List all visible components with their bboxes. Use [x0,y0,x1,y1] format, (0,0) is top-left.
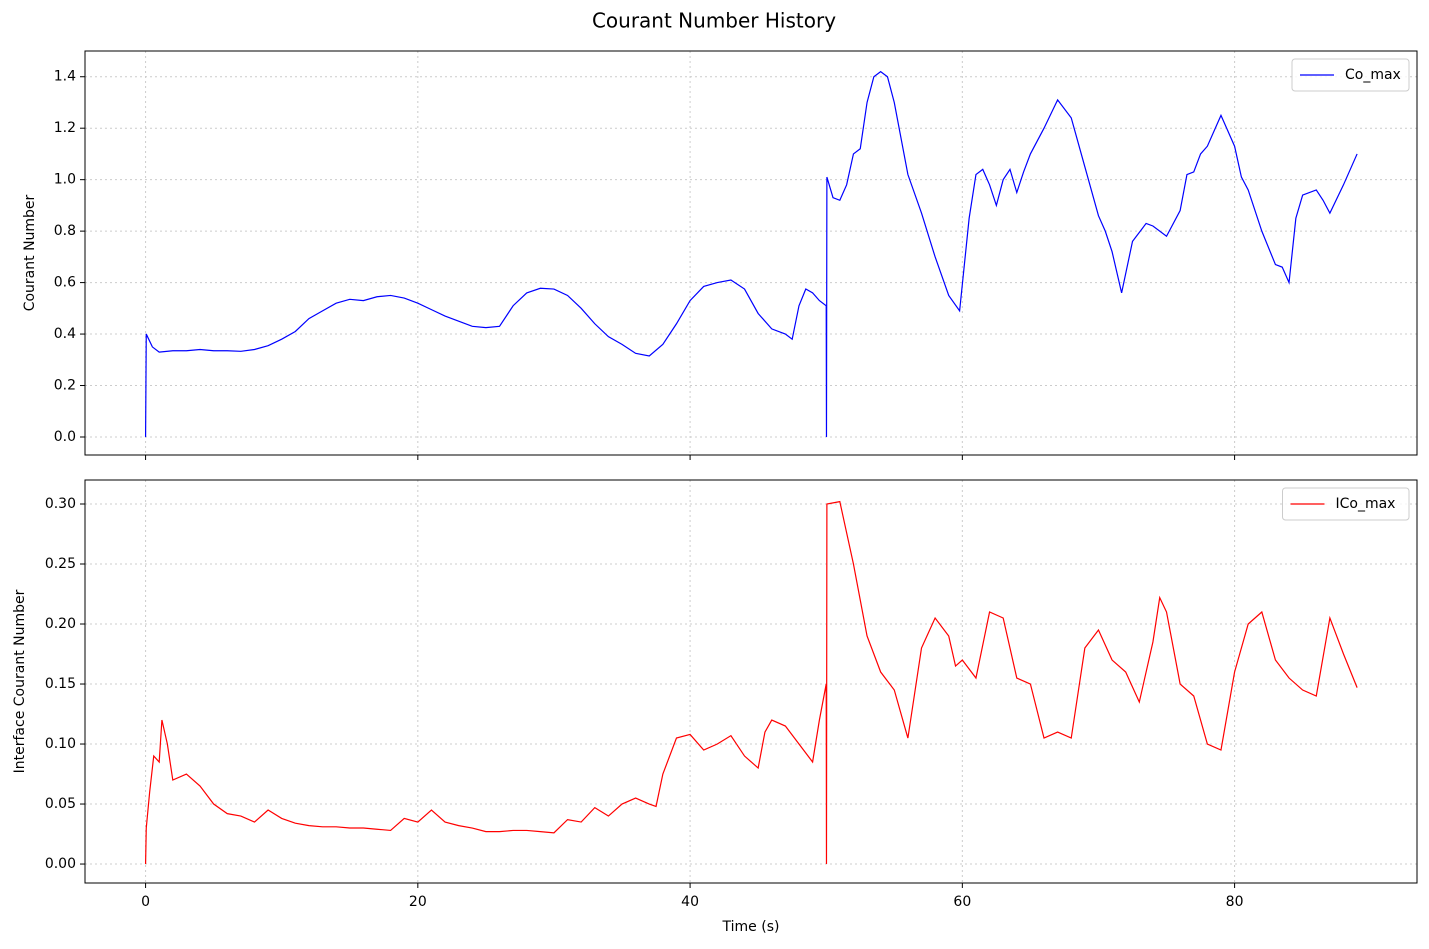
x-axis-label: Time (s) [722,919,780,935]
legend-label: Co_max [1345,67,1401,83]
y-tick-label: 0.00 [45,856,76,872]
legend-box [1291,58,1410,92]
y-tick-label: 0.4 [54,326,76,342]
y-tick-label: 1.0 [54,172,76,188]
plot-area [144,500,1358,865]
y-tick-label: 0.15 [45,676,76,692]
y-axis-label: Interface Courant Number [12,589,28,773]
y-tick-label: 0.30 [45,496,76,512]
y-tick-label: 0.20 [45,616,76,632]
y-tick-label: 0.8 [54,223,76,239]
y-tick-label: 0.2 [54,378,76,394]
y-tick-label: 0.10 [45,736,76,752]
y-tick-label: 0.25 [45,556,76,572]
x-tick-label: 20 [409,894,427,910]
y-tick-label: 1.2 [54,120,76,136]
y-axis-label: Courant Number [22,194,38,311]
axes-frame [84,479,1418,884]
data-line [144,500,1358,865]
y-tick-label: 1.4 [54,69,76,85]
axes-frame [84,50,1418,456]
x-tick-label: 80 [1226,894,1244,910]
data-line [144,70,1358,437]
legend-box [1282,487,1410,521]
x-tick-label: 60 [953,894,971,910]
y-tick-label: 0.6 [54,275,76,291]
plot-area [144,70,1358,437]
legend-label: ICo_max [1336,496,1396,512]
figure-title: Courant Number History [592,9,836,33]
x-tick-label: 40 [681,894,699,910]
y-tick-label: 0.0 [54,429,76,445]
x-tick-label: 0 [141,894,150,910]
y-tick-label: 0.05 [45,796,76,812]
